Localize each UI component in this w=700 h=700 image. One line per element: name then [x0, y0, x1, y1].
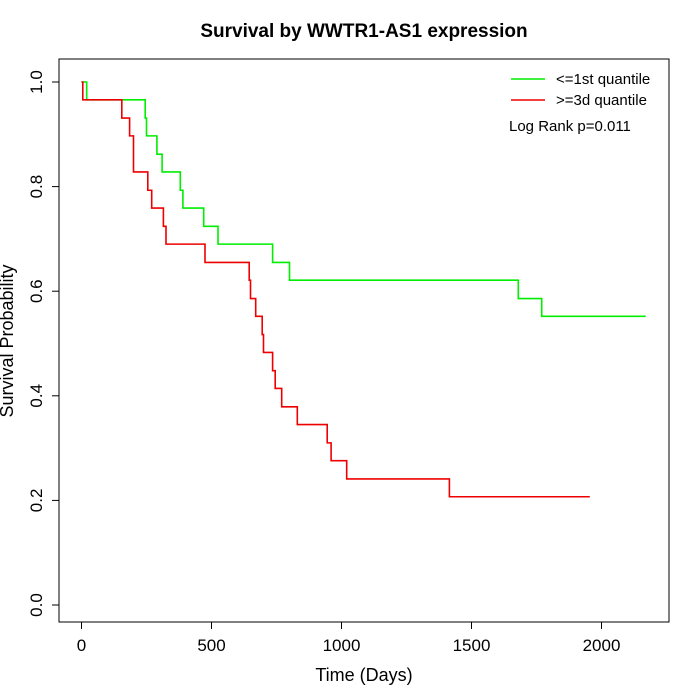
x-tick-label: 1000 [323, 636, 361, 655]
series-line-1 [81, 81, 646, 318]
chart-title: Survival by WWTR1-AS1 expression [200, 21, 527, 42]
y-tick-label: 0.6 [27, 279, 46, 303]
log-rank-annotation: Log Rank p=0.011 [509, 118, 631, 135]
series-line-2 [81, 81, 590, 498]
x-tick-label: 1500 [453, 636, 491, 655]
legend: <=1st quantile >=3d quantile [511, 71, 650, 109]
y-axis: 0.0 0.2 0.4 0.6 0.8 1.0 [27, 70, 60, 617]
x-tick-label: 0 [77, 636, 86, 655]
legend-label-2: >=3d quantile [556, 92, 647, 109]
y-tick-label: 0.2 [27, 489, 46, 513]
legend-label-1: <=1st quantile [556, 71, 650, 88]
y-tick-label: 1.0 [27, 70, 46, 94]
x-axis-label: Time (Days) [315, 665, 412, 685]
y-tick-label: 0.8 [27, 175, 46, 199]
y-tick-label: 0.0 [27, 593, 46, 617]
y-tick-label: 0.4 [27, 384, 46, 408]
x-axis: 0 500 1000 1500 2000 [77, 621, 621, 655]
x-tick-label: 2000 [583, 636, 621, 655]
y-axis-label: Survival Probability [0, 264, 17, 417]
series-layer [81, 81, 646, 498]
x-tick-label: 500 [197, 636, 225, 655]
plot-frame [58, 58, 670, 623]
